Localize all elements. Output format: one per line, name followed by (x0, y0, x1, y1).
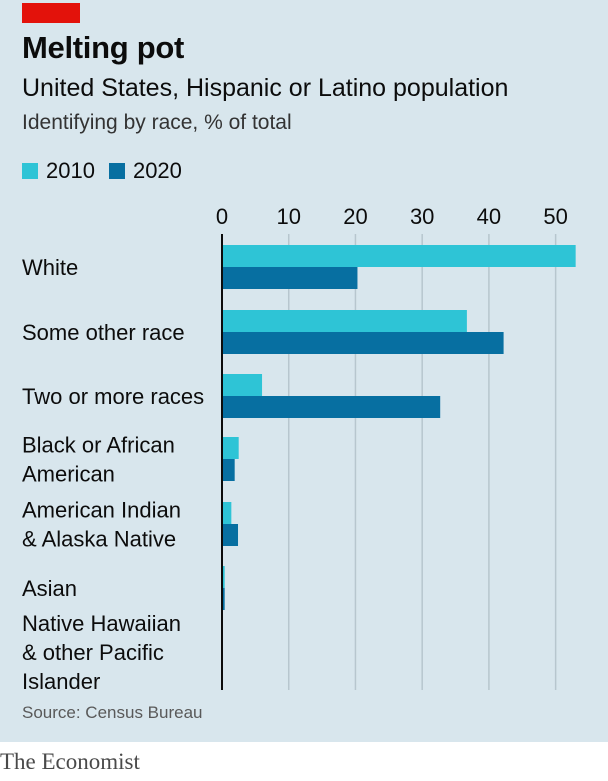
x-tick-label: 40 (477, 204, 501, 229)
legend-label-2010: 2010 (46, 158, 95, 183)
bar-2010 (222, 502, 232, 524)
bar-chart: 0 10 20 30 40 50 White Some other race Two or mo… (22, 204, 576, 694)
category-label: & Alaska Native (22, 527, 176, 552)
chart-subtitle: United States, Hispanic or Latino popula… (22, 74, 509, 102)
bar-2020 (222, 459, 235, 481)
legend-swatch-2020 (108, 163, 125, 179)
x-tick-label: 20 (343, 204, 367, 229)
chart-title: Melting pot (22, 30, 184, 65)
brand-red-tab (22, 3, 80, 23)
publisher-wordmark: The Economist (0, 749, 140, 774)
category-label: Some other race (22, 320, 185, 345)
legend-item-2020: 2020 (108, 158, 182, 184)
source-note: Source: Census Bureau (22, 703, 203, 722)
chart-panel (0, 0, 608, 742)
category-label: Islander (22, 669, 100, 694)
bar-2020 (222, 524, 239, 546)
bar-2010 (222, 310, 467, 332)
bar-2010 (222, 374, 263, 396)
chart-units-note: Identifying by race, % of total (22, 111, 292, 134)
bar-2010 (222, 437, 239, 459)
x-tick-label: 50 (543, 204, 567, 229)
category-label: American Indian (22, 498, 181, 523)
legend-label-2020: 2020 (132, 158, 182, 183)
category-label: Two or more races (22, 384, 204, 409)
bar-2020 (222, 332, 504, 354)
legend-item-2010: 2010 (22, 158, 95, 184)
bar-2010 (222, 245, 576, 267)
legend: 2010 2020 (22, 158, 196, 184)
x-tick-label: 30 (410, 204, 434, 229)
category-label: White (22, 255, 78, 280)
category-label: American (22, 462, 115, 487)
legend-swatch-2010 (22, 163, 38, 179)
x-tick-label: 0 (216, 204, 228, 229)
bar-2020 (222, 588, 225, 610)
category-label: Black or African (22, 433, 175, 458)
category-label: Native Hawaiian (22, 611, 181, 636)
bar-2020 (222, 396, 441, 418)
category-label: Asian (22, 576, 77, 601)
x-tick-label: 10 (276, 204, 300, 229)
bar-2010 (222, 566, 225, 588)
category-label: & other Pacific (22, 640, 164, 665)
bar-2020 (222, 267, 358, 289)
